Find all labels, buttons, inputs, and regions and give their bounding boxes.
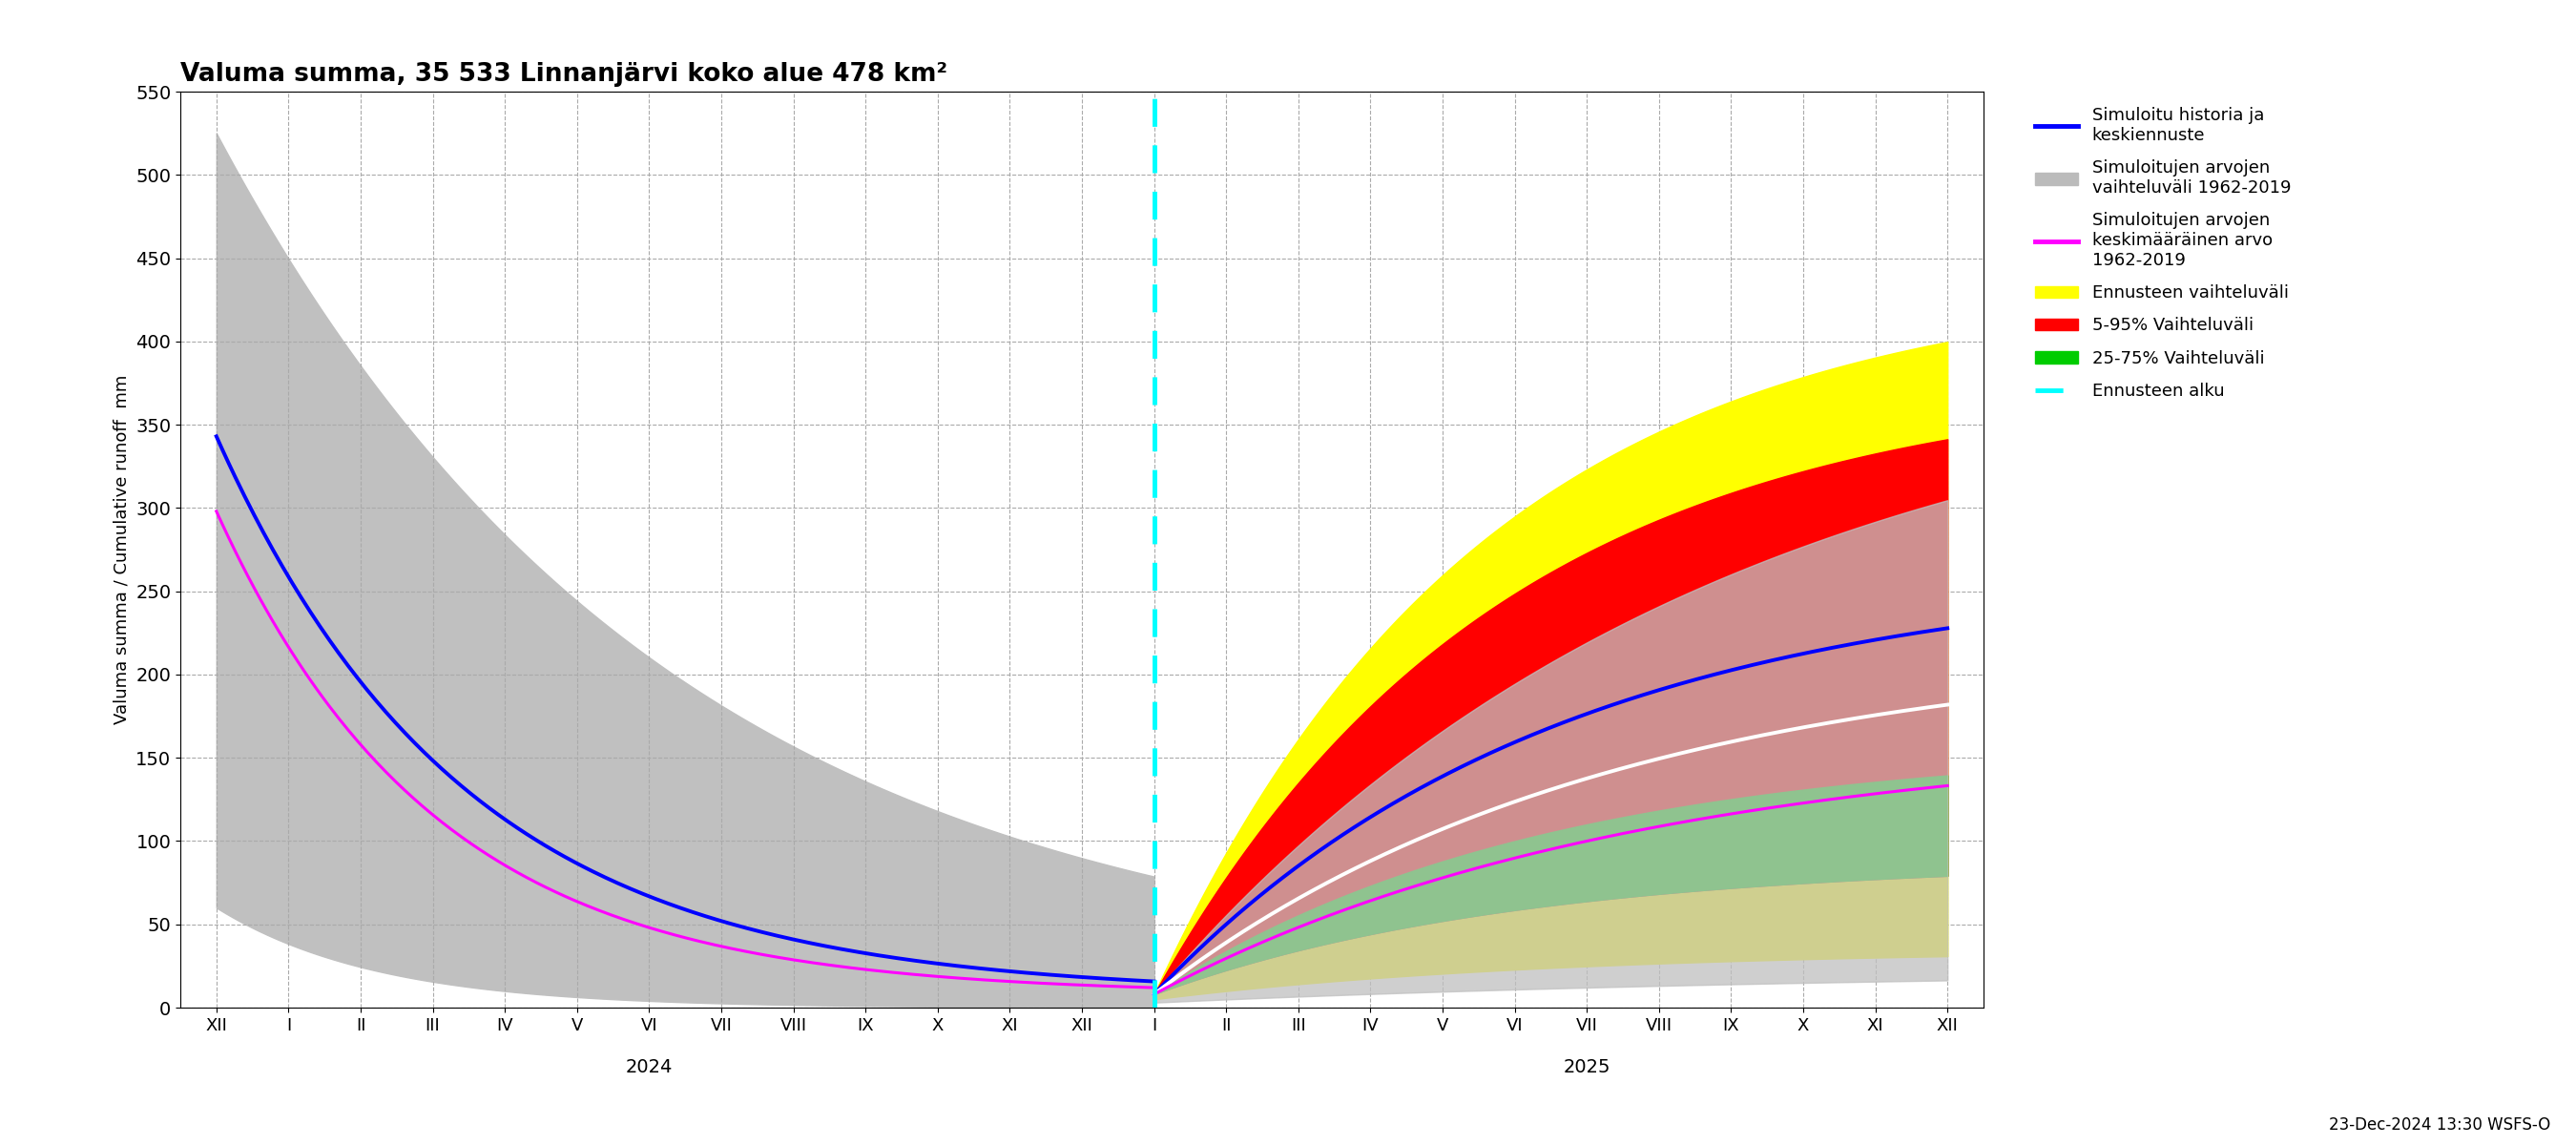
Text: Valuma summa, 35 533 Linnanjärvi koko alue 478 km²: Valuma summa, 35 533 Linnanjärvi koko al… <box>180 62 948 87</box>
Text: 23-Dec-2024 13:30 WSFS-O: 23-Dec-2024 13:30 WSFS-O <box>2329 1116 2550 1134</box>
Text: 2025: 2025 <box>1564 1058 1610 1076</box>
Y-axis label: Valuma summa / Cumulative runoff  mm: Valuma summa / Cumulative runoff mm <box>113 374 131 725</box>
Legend: Simuloitu historia ja
keskiennuste, Simuloitujen arvojen
vaihteluväli 1962-2019,: Simuloitu historia ja keskiennuste, Simu… <box>2027 101 2298 406</box>
Text: 2024: 2024 <box>626 1058 672 1076</box>
